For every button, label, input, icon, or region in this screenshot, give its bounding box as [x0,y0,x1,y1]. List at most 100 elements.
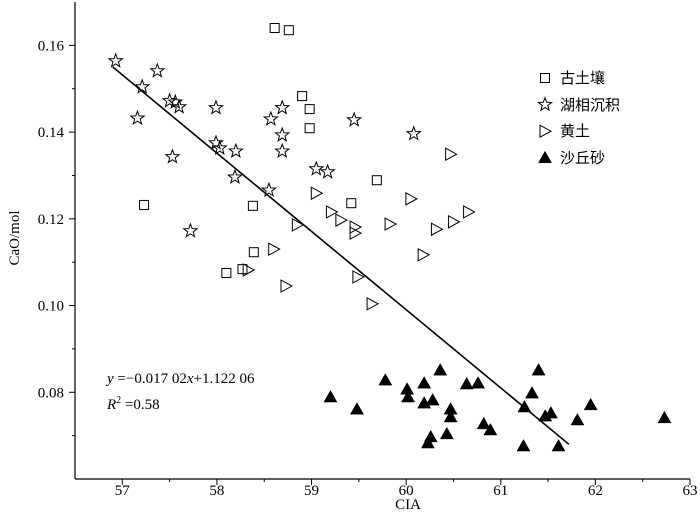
loess-point [335,213,348,227]
x-tick-label: 60 [399,483,414,499]
legend-item-paleosol: 古土壤 [540,69,605,87]
dune-sand-point [417,376,432,389]
dune-sand-point [443,409,458,423]
loess-point [447,215,461,229]
legend-item-lacustrine-deposit: 湖相沉积 [536,96,620,114]
lacustrine-deposit-point [171,98,188,114]
loess-point [280,279,294,293]
dune-sand-point [543,406,558,419]
paleosol-point [371,175,382,186]
x-tick-label: 57 [115,483,131,499]
dune-sand-point [471,376,485,389]
paleosol-point [237,264,248,275]
paleosol-point [283,25,294,36]
r-squared-symbol: R [106,397,116,413]
loess-point [349,226,363,240]
loess-point [405,192,418,206]
data-points [107,23,672,452]
regression-equation: y =−0.017 02x+1.122 06 [105,371,255,387]
equation-intercept: +1.122 06 [194,371,255,387]
loess-point [352,270,365,284]
legend-marker-loess [539,124,553,139]
legend-label-paleosol: 古土壤 [560,69,605,87]
series-paleosol [139,23,382,279]
dune-sand-point [476,416,491,430]
paleosol-point [269,23,280,34]
paleosol-point [304,123,315,134]
lacustrine-deposit-point [107,52,124,68]
legend-marker-lacustrine-deposit [536,96,554,112]
loess-point [268,242,281,257]
lacustrine-deposit-point [260,181,278,198]
y-tick-label: 0.12 [38,212,64,228]
y-axis-title: CaO/mol [7,211,23,266]
x-tick-label: 61 [493,483,508,499]
legend-label-loess: 黄土 [560,123,590,140]
paleosol-point [248,247,259,258]
lacustrine-deposit-point [405,125,422,141]
lacustrine-deposit-point [274,126,291,142]
r-squared-label: R2 =0.58 [106,395,160,413]
equation-slope: =−0.017 02 [114,371,187,387]
dune-sand-point [525,386,539,399]
dune-sand-point [517,400,532,413]
legend: 古土壤 湖相沉积 黄土 沙丘砂 [536,69,620,167]
lacustrine-deposit-point [161,92,178,108]
loess-point [445,147,458,162]
r-squared-exponent: 2 [116,395,121,406]
paleosol-point [247,200,258,211]
equation-lhs: y [105,371,114,387]
dune-sand-point [439,426,454,440]
legend-marker-paleosol [540,73,550,83]
dune-sand-point [551,439,566,452]
loess-point [242,263,256,277]
loess-point [384,217,398,231]
lacustrine-deposit-point [308,160,325,176]
lacustrine-deposit-point [274,142,291,159]
lacustrine-deposit-point [227,142,244,159]
tick-labels: 57 58 59 60 61 62 63 0.08 0.10 0.12 0.14 0.16 [38,38,698,499]
r-squared-value: =0.58 [121,397,159,413]
lacustrine-deposit-point [182,222,199,238]
lacustrine-deposit-point [319,163,336,179]
lacustrine-deposit-point [211,139,228,155]
y-tick-label: 0.10 [38,299,64,315]
x-tick-label: 59 [304,483,319,499]
lacustrine-deposit-point [164,148,181,164]
dune-sand-point [531,363,546,376]
dune-sand-point [516,439,531,452]
lacustrine-deposit-point [346,111,363,127]
paleosol-point [304,104,315,115]
dune-sand-point [583,397,598,411]
paleosol-point [139,199,150,210]
legend-item-dune-sand: 沙丘砂 [538,150,605,167]
dune-sand-point [570,413,585,426]
dune-sand-point [420,436,435,449]
series-lacustrine-deposit [107,52,422,238]
y-tick-label: 0.16 [38,38,65,54]
loess-point [366,296,380,311]
regression-line-group [112,66,570,445]
series-dune-sand [323,363,672,452]
dune-sand-point [350,402,364,415]
dune-sand-point [483,422,498,436]
paleosol-point [221,268,232,279]
lacustrine-deposit-point [274,99,291,115]
legend-marker-dune-sand [538,150,552,164]
y-tick-label: 0.14 [38,125,65,141]
lacustrine-deposit-point [226,168,243,185]
dune-sand-point [433,363,448,376]
x-tick-label: 63 [683,483,698,499]
loess-point [430,222,444,237]
dune-sand-point [459,377,474,390]
x-tick-label: 58 [209,483,224,499]
loess-point [291,218,305,232]
loess-point [310,186,324,201]
series-loess [242,147,476,311]
dune-sand-point [323,390,338,403]
dune-sand-point [423,429,438,443]
loess-point [325,205,339,219]
x-tick-label: 62 [588,483,603,499]
loess-point [349,220,363,234]
